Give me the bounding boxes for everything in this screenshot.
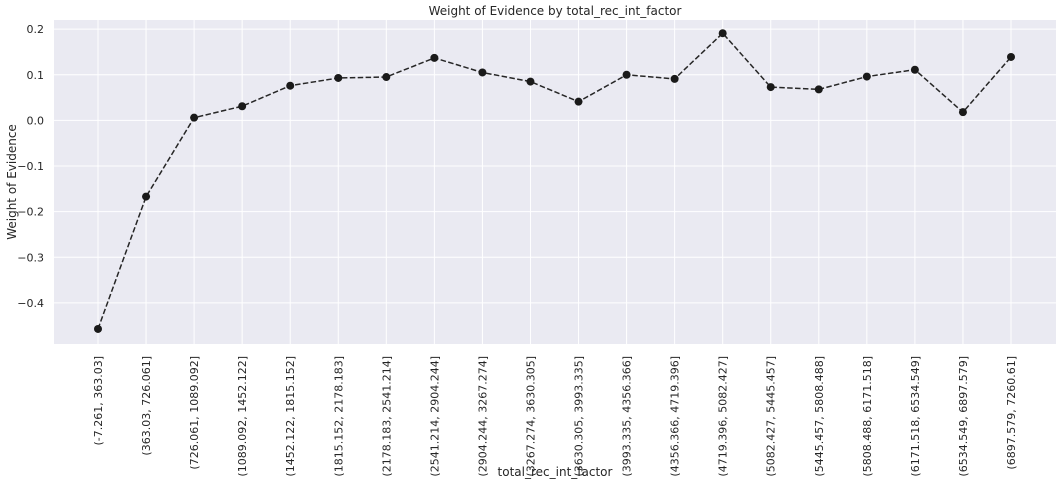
x-tick-label: (6897.579, 7260.61]: [1005, 356, 1018, 470]
x-tick-labels: (-7.261, 363.03] (363.03, 726.061] (726.06…: [92, 356, 1018, 477]
x-tick-label: (3267.274, 3630.305]: [524, 356, 537, 477]
data-point: [670, 74, 679, 83]
data-point: [430, 53, 439, 62]
y-tick-label: 0.1: [27, 69, 45, 82]
y-tick-label: −0.2: [17, 206, 44, 219]
x-tick-label: (-7.261, 363.03]: [92, 356, 105, 446]
x-tick-label: (5082.427, 5445.457]: [765, 356, 778, 477]
x-tick-label: (6171.518, 6534.549]: [909, 356, 922, 477]
data-point: [238, 102, 247, 111]
data-point: [526, 77, 535, 86]
data-point: [94, 324, 102, 333]
x-tick-label: (4356.366, 4719.396]: [669, 356, 682, 477]
y-tick-label: −0.3: [17, 251, 44, 264]
y-axis-label: Weight of Evidence: [5, 124, 19, 240]
x-tick-label: (4719.396, 5082.427]: [717, 356, 730, 477]
data-points: [94, 29, 1015, 333]
data-point: [718, 29, 727, 38]
chart-title: Weight of Evidence by total_rec_int_fact…: [429, 4, 682, 18]
data-point: [286, 81, 295, 90]
data-point: [622, 70, 631, 79]
data-point: [142, 192, 151, 201]
x-tick-label: (2904.244, 3267.274]: [476, 356, 489, 477]
y-tick-label: −0.4: [17, 297, 44, 310]
data-point: [862, 72, 871, 81]
x-tick-label: (363.03, 726.061]: [140, 356, 153, 456]
x-axis-label: total_rec_int_factor: [498, 465, 613, 479]
x-tick-label: (1089.092, 1452.122]: [236, 356, 249, 477]
x-tick-label: (1452.122, 1815.152]: [284, 356, 297, 477]
grid-lines: [54, 20, 1056, 344]
series-line: [97, 32, 1012, 330]
data-point: [334, 73, 343, 82]
data-point: [382, 73, 391, 82]
y-tick-label: 0.0: [27, 114, 45, 127]
plot-background: [54, 20, 1056, 344]
x-tick-label: (3993.335, 4356.366]: [621, 356, 634, 477]
y-tick-label: −0.1: [17, 160, 44, 173]
y-tick-labels: −0.4 −0.3 −0.2 −0.1 0.0 0.1 0.2: [17, 23, 44, 310]
x-tick-label: (726.061, 1089.092]: [188, 356, 201, 470]
data-point: [1007, 52, 1015, 61]
data-point: [814, 85, 823, 94]
x-tick-label: (1815.152, 2178.183]: [332, 356, 345, 477]
data-point: [190, 113, 199, 122]
x-tick-label: (5808.488, 6171.518]: [861, 356, 874, 477]
x-tick-label: (2541.214, 2904.244]: [428, 356, 441, 477]
data-point: [958, 108, 967, 117]
x-tick-label: (5445.457, 5808.488]: [813, 356, 826, 477]
x-tick-label: (6534.549, 6897.579]: [957, 356, 970, 477]
data-point: [478, 68, 487, 77]
data-point: [910, 65, 919, 74]
data-point: [766, 83, 775, 92]
data-point: [574, 97, 583, 106]
y-tick-label: 0.2: [27, 23, 45, 36]
x-tick-label: (2178.183, 2541.214]: [380, 356, 393, 477]
x-tick-label: (3630.305, 3993.335]: [573, 356, 586, 477]
